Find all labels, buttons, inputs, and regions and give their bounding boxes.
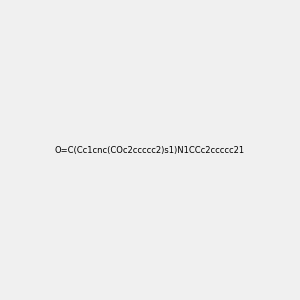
Text: O=C(Cc1cnc(COc2ccccc2)s1)N1CCc2ccccc21: O=C(Cc1cnc(COc2ccccc2)s1)N1CCc2ccccc21 — [55, 146, 245, 154]
